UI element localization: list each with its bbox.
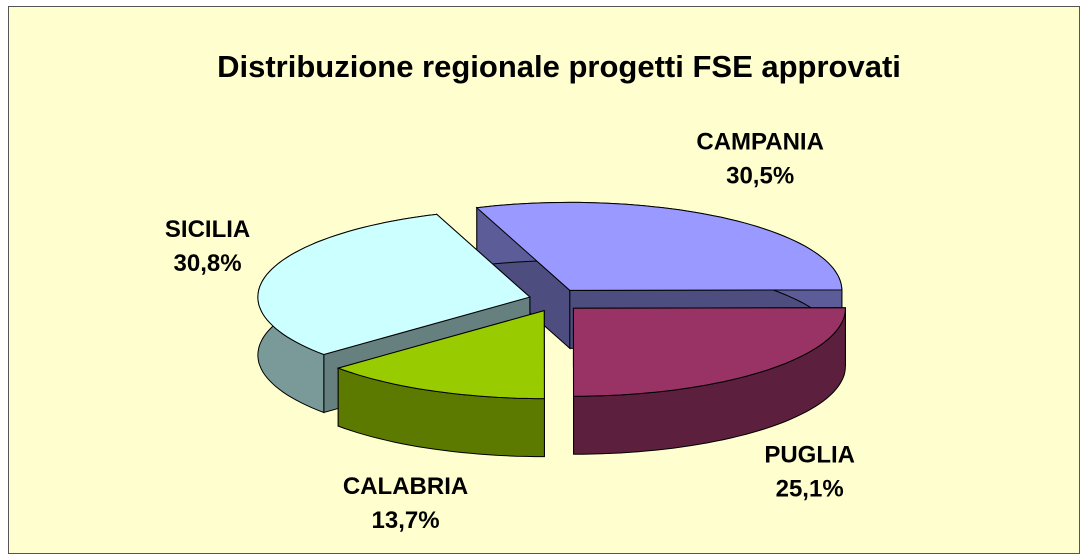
data-label-category: PUGLIA — [764, 442, 855, 469]
slice-top — [475, 201, 843, 291]
slice-top — [257, 213, 531, 356]
data-label-category: SICILIA — [165, 216, 250, 243]
data-label-category: CAMPANIA — [696, 129, 824, 156]
chart-title: Distribuzione regionale progetti FSE app… — [217, 49, 901, 84]
data-label-value: 25,1% — [776, 476, 844, 503]
data-label-value: 13,7% — [372, 507, 440, 534]
slice — [336, 309, 545, 458]
slice-top — [572, 307, 846, 397]
slice — [475, 201, 843, 350]
data-label-value: 30,8% — [174, 250, 242, 277]
data-label-value: 30,5% — [726, 163, 794, 190]
slice-top — [336, 309, 545, 400]
data-label-category: CALABRIA — [343, 473, 468, 500]
slice — [572, 307, 846, 455]
